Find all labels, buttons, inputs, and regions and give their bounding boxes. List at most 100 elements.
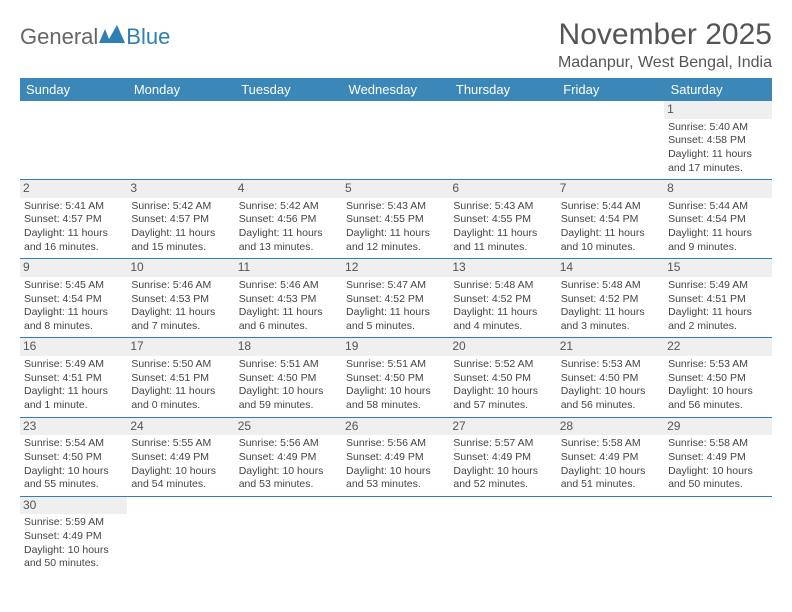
daylight-text: Daylight: 10 hours and 59 minutes. xyxy=(239,385,338,412)
calendar-table: Sunday Monday Tuesday Wednesday Thursday… xyxy=(20,78,772,575)
calendar-cell: 7Sunrise: 5:44 AMSunset: 4:54 PMDaylight… xyxy=(557,180,664,259)
day-header-row: Sunday Monday Tuesday Wednesday Thursday… xyxy=(20,78,772,101)
sunset-text: Sunset: 4:50 PM xyxy=(346,372,445,386)
flag-icon xyxy=(99,25,125,43)
calendar-cell: 6 Sunrise: 5:43 AMSunset: 4:55 PMDaylight… xyxy=(449,180,556,259)
page-header: General Blue November 2025 Madanpur, Wes… xyxy=(20,18,772,72)
daylight-text: Daylight: 10 hours and 52 minutes. xyxy=(453,465,552,492)
daylight-text: Daylight: 10 hours and 58 minutes. xyxy=(346,385,445,412)
daylight-text: Daylight: 11 hours and 11 minutes. xyxy=(453,227,552,254)
sunset-text: Sunset: 4:58 PM xyxy=(668,134,767,148)
calendar-cell: 12Sunrise: 5:47 AMSunset: 4:52 PMDayligh… xyxy=(342,259,449,338)
month-title: November 2025 xyxy=(558,18,772,52)
daylight-text: Daylight: 11 hours and 3 minutes. xyxy=(561,306,660,333)
sunrise-text: Sunrise: 5:40 AM xyxy=(668,121,767,135)
sunset-text: Sunset: 4:50 PM xyxy=(668,372,767,386)
daylight-text: Daylight: 11 hours and 15 minutes. xyxy=(131,227,230,254)
daylight-text: Daylight: 10 hours and 54 minutes. xyxy=(131,465,230,492)
date-number: 16 xyxy=(20,338,127,356)
daylight-text: Daylight: 11 hours and 17 minutes. xyxy=(668,148,767,175)
sunrise-text: Sunrise: 5:41 AM xyxy=(24,200,123,214)
date-number: 6 xyxy=(449,180,556,198)
sunrise-text: Sunrise: 5:48 AM xyxy=(453,279,552,293)
day-header: Wednesday xyxy=(342,78,449,101)
sunset-text: Sunset: 4:52 PM xyxy=(453,293,552,307)
sunrise-text: Sunrise: 5:49 AM xyxy=(668,279,767,293)
sunset-text: Sunset: 4:50 PM xyxy=(561,372,660,386)
sunset-text: Sunset: 4:51 PM xyxy=(24,372,123,386)
sunrise-text: Sunrise: 5:43 AM xyxy=(453,200,552,214)
sunrise-text: Sunrise: 5:42 AM xyxy=(131,200,230,214)
calendar-cell: 24Sunrise: 5:55 AMSunset: 4:49 PMDayligh… xyxy=(127,417,234,496)
calendar-cell xyxy=(127,101,234,180)
brand-part2: Blue xyxy=(126,24,170,50)
daylight-text: Daylight: 11 hours and 5 minutes. xyxy=(346,306,445,333)
date-number: 8 xyxy=(664,180,771,198)
calendar-cell xyxy=(664,496,771,575)
calendar-cell: 25Sunrise: 5:56 AMSunset: 4:49 PMDayligh… xyxy=(235,417,342,496)
sunrise-text: Sunrise: 5:57 AM xyxy=(453,437,552,451)
sunset-text: Sunset: 4:50 PM xyxy=(24,451,123,465)
sunset-text: Sunset: 4:54 PM xyxy=(24,293,123,307)
sunrise-text: Sunrise: 5:51 AM xyxy=(239,358,338,372)
date-number: 12 xyxy=(342,259,449,277)
day-header: Friday xyxy=(557,78,664,101)
sunset-text: Sunset: 4:51 PM xyxy=(668,293,767,307)
sunset-text: Sunset: 4:49 PM xyxy=(668,451,767,465)
date-number: 27 xyxy=(449,418,556,436)
calendar-cell: 29Sunrise: 5:58 AMSunset: 4:49 PMDayligh… xyxy=(664,417,771,496)
sunrise-text: Sunrise: 5:53 AM xyxy=(668,358,767,372)
calendar-cell: 18Sunrise: 5:51 AMSunset: 4:50 PMDayligh… xyxy=(235,338,342,417)
sunrise-text: Sunrise: 5:48 AM xyxy=(561,279,660,293)
calendar-cell: 10Sunrise: 5:46 AMSunset: 4:53 PMDayligh… xyxy=(127,259,234,338)
sunrise-text: Sunrise: 5:44 AM xyxy=(668,200,767,214)
daylight-text: Daylight: 10 hours and 56 minutes. xyxy=(561,385,660,412)
calendar-cell: 14Sunrise: 5:48 AMSunset: 4:52 PMDayligh… xyxy=(557,259,664,338)
sunset-text: Sunset: 4:57 PM xyxy=(24,213,123,227)
sunset-text: Sunset: 4:57 PM xyxy=(131,213,230,227)
sunrise-text: Sunrise: 5:47 AM xyxy=(346,279,445,293)
calendar-cell: 2Sunrise: 5:41 AMSunset: 4:57 PMDaylight… xyxy=(20,180,127,259)
calendar-cell xyxy=(127,496,234,575)
calendar-cell: 16Sunrise: 5:49 AMSunset: 4:51 PMDayligh… xyxy=(20,338,127,417)
date-number: 3 xyxy=(127,180,234,198)
calendar-row: 16Sunrise: 5:49 AMSunset: 4:51 PMDayligh… xyxy=(20,338,772,417)
calendar-row: 30Sunrise: 5:59 AMSunset: 4:49 PMDayligh… xyxy=(20,496,772,575)
calendar-cell: 5 Sunrise: 5:43 AMSunset: 4:55 PMDaylight… xyxy=(342,180,449,259)
sunset-text: Sunset: 4:54 PM xyxy=(668,213,767,227)
daylight-text: Daylight: 11 hours and 12 minutes. xyxy=(346,227,445,254)
date-number: 2 xyxy=(20,180,127,198)
sunset-text: Sunset: 4:53 PM xyxy=(239,293,338,307)
date-number: 1 xyxy=(664,101,771,119)
sunset-text: Sunset: 4:55 PM xyxy=(346,213,445,227)
sunset-text: Sunset: 4:54 PM xyxy=(561,213,660,227)
date-number: 29 xyxy=(664,418,771,436)
calendar-cell: 17Sunrise: 5:50 AMSunset: 4:51 PMDayligh… xyxy=(127,338,234,417)
sunset-text: Sunset: 4:49 PM xyxy=(131,451,230,465)
day-header: Tuesday xyxy=(235,78,342,101)
calendar-cell xyxy=(235,496,342,575)
calendar-cell: 9Sunrise: 5:45 AMSunset: 4:54 PMDaylight… xyxy=(20,259,127,338)
sunrise-text: Sunrise: 5:50 AM xyxy=(131,358,230,372)
calendar-cell: 1 Sunrise: 5:40 AMSunset: 4:58 PMDaylight… xyxy=(664,101,771,180)
sunset-text: Sunset: 4:53 PM xyxy=(131,293,230,307)
date-number: 13 xyxy=(449,259,556,277)
daylight-text: Daylight: 11 hours and 1 minute. xyxy=(24,385,123,412)
sunrise-text: Sunrise: 5:56 AM xyxy=(239,437,338,451)
sunrise-text: Sunrise: 5:42 AM xyxy=(239,200,338,214)
calendar-row: 2Sunrise: 5:41 AMSunset: 4:57 PMDaylight… xyxy=(20,180,772,259)
calendar-cell: 23Sunrise: 5:54 AMSunset: 4:50 PMDayligh… xyxy=(20,417,127,496)
sunrise-text: Sunrise: 5:59 AM xyxy=(24,516,123,530)
date-number: 5 xyxy=(342,180,449,198)
sunrise-text: Sunrise: 5:43 AM xyxy=(346,200,445,214)
calendar-cell: 22Sunrise: 5:53 AMSunset: 4:50 PMDayligh… xyxy=(664,338,771,417)
daylight-text: Daylight: 11 hours and 10 minutes. xyxy=(561,227,660,254)
sunset-text: Sunset: 4:55 PM xyxy=(453,213,552,227)
daylight-text: Daylight: 10 hours and 51 minutes. xyxy=(561,465,660,492)
sunrise-text: Sunrise: 5:53 AM xyxy=(561,358,660,372)
date-number: 23 xyxy=(20,418,127,436)
calendar-cell: 28Sunrise: 5:58 AMSunset: 4:49 PMDayligh… xyxy=(557,417,664,496)
sunset-text: Sunset: 4:56 PM xyxy=(239,213,338,227)
daylight-text: Daylight: 11 hours and 7 minutes. xyxy=(131,306,230,333)
calendar-cell xyxy=(449,101,556,180)
